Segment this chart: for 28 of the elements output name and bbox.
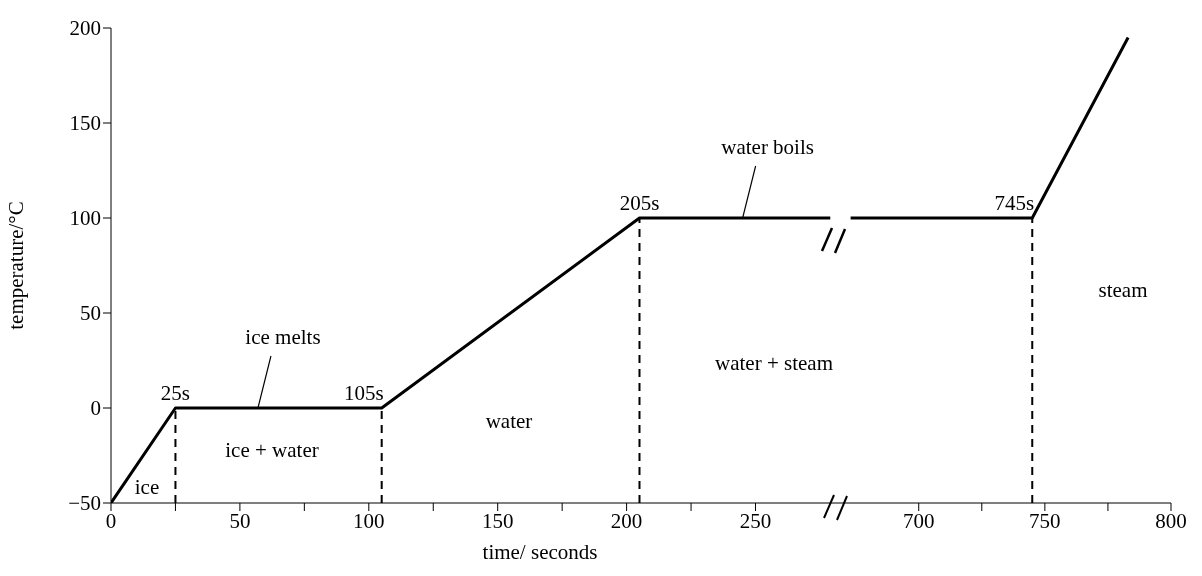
y-tick-label: 100 [69, 206, 101, 231]
annotation: ice + water [225, 437, 319, 462]
annotation: 205s [619, 191, 660, 215]
annotation: water [485, 408, 533, 433]
x-tick-label: 50 [229, 508, 251, 533]
annotation: steam [1098, 277, 1148, 302]
x-tick-label: 750 [1029, 508, 1061, 533]
x-tick-label: 700 [902, 508, 935, 533]
x-tick-label: 100 [353, 508, 385, 533]
y-tick-label: 200 [69, 16, 101, 41]
y-tick-label: 0 [90, 396, 101, 421]
annotation: water boils [721, 135, 814, 159]
x-tick-label: 150 [481, 508, 514, 533]
y-tick-label: 50 [80, 301, 101, 326]
annotation: ice melts [245, 325, 321, 349]
annotation: ice [134, 474, 160, 499]
x-tick-label: 200 [610, 508, 643, 533]
y-tick-label: 150 [69, 111, 101, 136]
x-axis-title: time/ seconds [482, 540, 598, 565]
x-tick-label: 0 [105, 508, 117, 533]
annotation: water + steam [715, 350, 833, 375]
annotation: 745s [994, 191, 1035, 215]
x-tick-label: 250 [739, 508, 772, 533]
annotation: 105s [344, 381, 384, 405]
y-tick-label: −50 [68, 491, 101, 516]
annotation: 25s [160, 381, 191, 405]
y-axis-title: temperature/°C [4, 201, 29, 330]
x-tick-label: 800 [1155, 508, 1187, 533]
